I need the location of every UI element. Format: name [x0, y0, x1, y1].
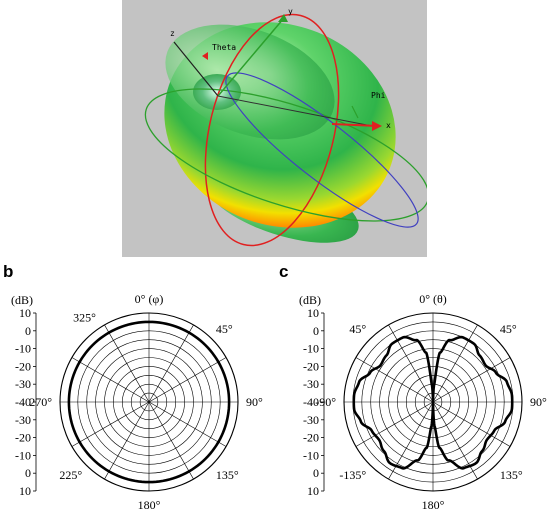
angle-label: 45° — [216, 322, 233, 336]
angle-label: 90° — [530, 395, 547, 409]
grid-spoke — [432, 401, 511, 447]
radial-tick-label: -30 — [303, 413, 319, 427]
pattern-series-1 — [352, 335, 514, 470]
y-label: y — [288, 7, 293, 16]
angle-label: 135° — [500, 468, 523, 482]
radial-tick-label: -20 — [15, 359, 31, 373]
radial-tick-label: 10 — [307, 484, 319, 498]
angle-label: 270° — [29, 395, 52, 409]
x-axis-arrow — [372, 121, 382, 131]
angle-label: 0° (φ) — [135, 292, 164, 306]
grid-spoke — [388, 324, 434, 403]
grid-spoke — [71, 357, 150, 403]
x-axis-red — [331, 123, 379, 127]
angle-label: 0° (θ) — [419, 292, 447, 306]
angle-label: 180° — [422, 498, 445, 512]
angle-label: -90° — [315, 395, 336, 409]
radial-tick-label: 10 — [19, 306, 31, 320]
grid-spoke — [148, 324, 194, 403]
radial-tick-label: 0 — [313, 466, 319, 480]
equator-line — [225, 72, 419, 228]
theta-label: Theta — [212, 43, 236, 52]
radial-tick-label: -30 — [15, 413, 31, 427]
radial-tick-label: -10 — [15, 448, 31, 462]
radial-tick-label: -20 — [303, 359, 319, 373]
grid-spoke — [104, 401, 150, 480]
radial-tick-label: 0 — [313, 324, 319, 338]
x-axis — [217, 95, 373, 127]
radial-tick-label: -40 — [15, 395, 31, 409]
angle-label: 90° — [246, 395, 263, 409]
grid-spoke — [71, 401, 150, 447]
z-label: z — [170, 29, 175, 38]
radial-tick-label: -20 — [15, 431, 31, 445]
angle-label: 45° — [349, 322, 366, 336]
unit-label: (dB) — [11, 293, 33, 307]
x-label: x — [386, 121, 391, 130]
radial-tick-label: 10 — [19, 484, 31, 498]
radial-tick-label: 10 — [307, 306, 319, 320]
angle-label: 45° — [500, 322, 517, 336]
grid-spoke — [388, 401, 434, 480]
radial-tick-label: -10 — [15, 342, 31, 356]
phi-arrow — [351, 105, 359, 119]
radial-tick-label: 0 — [25, 324, 31, 338]
radial-tick-label: -40 — [303, 395, 319, 409]
theta-arrow — [202, 52, 208, 60]
panel-b-letter: b — [3, 262, 14, 281]
angle-label: 135° — [216, 468, 239, 482]
radial-tick-label: -10 — [303, 448, 319, 462]
y-axis — [217, 17, 285, 97]
null-dimple — [193, 74, 241, 110]
angle-label: 225° — [59, 468, 82, 482]
grid-spoke — [432, 401, 478, 480]
unit-label: (dB) — [299, 293, 321, 307]
polar-grid — [59, 312, 239, 492]
3d-pattern-graphic: z y x Theta Phi — [144, 7, 430, 247]
grid-spoke — [355, 401, 434, 447]
radial-tick-label: -30 — [15, 377, 31, 391]
z-axis — [173, 41, 219, 97]
panel-3d-pattern: z y x Theta Phi — [122, 0, 430, 257]
grid-spoke — [104, 324, 150, 403]
grid-spoke — [432, 357, 511, 403]
radial-tick-label: -20 — [303, 431, 319, 445]
panel-c-letter: c — [279, 262, 289, 281]
pattern-series-1 — [67, 320, 231, 484]
grid-spoke — [355, 357, 434, 403]
radial-tick-label: 0 — [25, 466, 31, 480]
radial-tick-label: -10 — [303, 342, 319, 356]
phi-label: Phi — [371, 91, 386, 100]
y-axis-arrow — [278, 14, 288, 22]
grid-spoke — [148, 357, 227, 403]
theta-circle — [204, 13, 340, 247]
grid-spoke — [148, 401, 194, 480]
grid-spoke — [432, 324, 478, 403]
angle-label: 325° — [73, 311, 96, 325]
grid-spoke — [148, 401, 227, 447]
radial-tick-label: -30 — [303, 377, 319, 391]
angle-label: 180° — [138, 498, 161, 512]
angle-label: -135° — [339, 468, 366, 482]
